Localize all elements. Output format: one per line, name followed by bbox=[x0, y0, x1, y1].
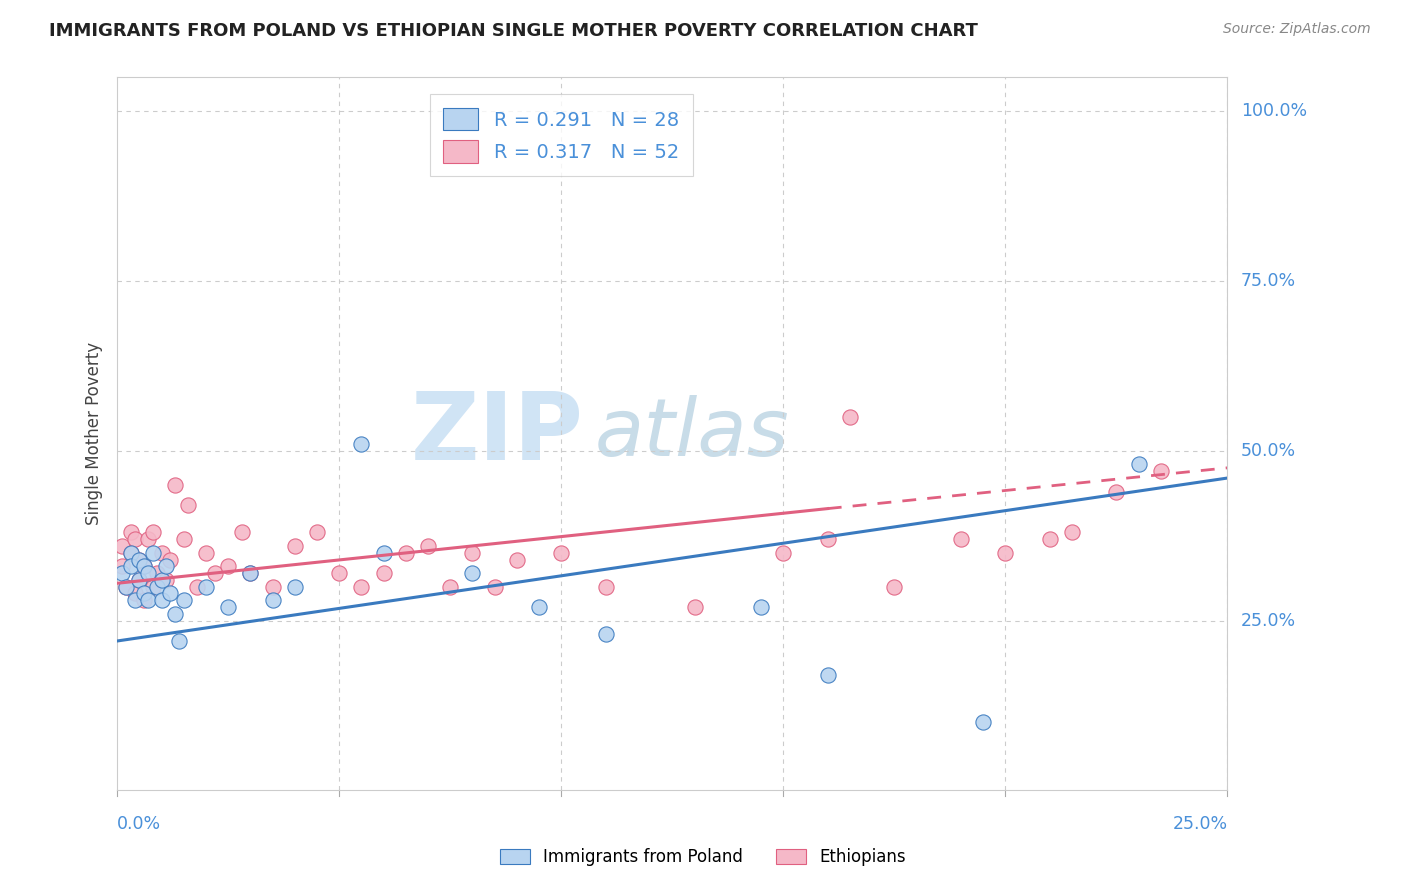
Legend: Immigrants from Poland, Ethiopians: Immigrants from Poland, Ethiopians bbox=[492, 840, 914, 875]
Legend: R = 0.291   N = 28, R = 0.317   N = 52: R = 0.291 N = 28, R = 0.317 N = 52 bbox=[430, 95, 693, 176]
Text: 0.0%: 0.0% bbox=[117, 815, 162, 833]
Point bbox=[159, 586, 181, 600]
Text: 100.0%: 100.0% bbox=[1240, 103, 1308, 120]
Point bbox=[1039, 532, 1062, 546]
Point bbox=[373, 566, 395, 580]
Point bbox=[136, 532, 159, 546]
Point bbox=[146, 566, 169, 580]
Point bbox=[217, 559, 239, 574]
Point bbox=[284, 539, 307, 553]
Point bbox=[142, 546, 165, 560]
Point bbox=[124, 532, 146, 546]
Point bbox=[416, 539, 439, 553]
Point bbox=[1128, 458, 1150, 472]
Point bbox=[373, 546, 395, 560]
Point bbox=[231, 525, 253, 540]
Point bbox=[817, 532, 839, 546]
Point bbox=[1060, 525, 1083, 540]
Point bbox=[136, 593, 159, 607]
Point bbox=[305, 525, 328, 540]
Point bbox=[439, 580, 461, 594]
Point bbox=[683, 600, 706, 615]
Point bbox=[461, 546, 484, 560]
Text: 50.0%: 50.0% bbox=[1240, 442, 1296, 460]
Point bbox=[115, 580, 138, 594]
Point bbox=[128, 552, 150, 566]
Point bbox=[239, 566, 262, 580]
Text: Source: ZipAtlas.com: Source: ZipAtlas.com bbox=[1223, 22, 1371, 37]
Point bbox=[284, 580, 307, 594]
Point bbox=[527, 600, 550, 615]
Text: ZIP: ZIP bbox=[411, 388, 583, 480]
Point bbox=[163, 607, 186, 621]
Point bbox=[173, 593, 195, 607]
Text: 75.0%: 75.0% bbox=[1240, 272, 1296, 290]
Point bbox=[204, 566, 226, 580]
Point bbox=[239, 566, 262, 580]
Point bbox=[159, 552, 181, 566]
Text: 25.0%: 25.0% bbox=[1173, 815, 1227, 833]
Point bbox=[120, 525, 142, 540]
Point bbox=[128, 573, 150, 587]
Text: 25.0%: 25.0% bbox=[1240, 612, 1296, 630]
Point bbox=[994, 546, 1017, 560]
Text: IMMIGRANTS FROM POLAND VS ETHIOPIAN SINGLE MOTHER POVERTY CORRELATION CHART: IMMIGRANTS FROM POLAND VS ETHIOPIAN SING… bbox=[49, 22, 979, 40]
Point bbox=[124, 586, 146, 600]
Point bbox=[839, 409, 862, 424]
Point bbox=[177, 498, 200, 512]
Point bbox=[111, 539, 134, 553]
Point bbox=[749, 600, 772, 615]
Point bbox=[150, 573, 173, 587]
Point bbox=[111, 566, 134, 580]
Point bbox=[132, 559, 155, 574]
Point bbox=[262, 580, 284, 594]
Point bbox=[124, 593, 146, 607]
Point bbox=[350, 437, 373, 451]
Point bbox=[595, 627, 617, 641]
Point bbox=[128, 573, 150, 587]
Point bbox=[120, 546, 142, 560]
Point bbox=[132, 593, 155, 607]
Point bbox=[132, 559, 155, 574]
Point bbox=[150, 546, 173, 560]
Point bbox=[155, 559, 177, 574]
Point bbox=[817, 668, 839, 682]
Point bbox=[120, 559, 142, 574]
Point bbox=[550, 546, 572, 560]
Text: atlas: atlas bbox=[595, 395, 789, 473]
Point bbox=[595, 580, 617, 594]
Y-axis label: Single Mother Poverty: Single Mother Poverty bbox=[86, 343, 103, 525]
Point bbox=[217, 600, 239, 615]
Point bbox=[328, 566, 350, 580]
Point bbox=[146, 580, 169, 594]
Point bbox=[115, 580, 138, 594]
Point bbox=[136, 566, 159, 580]
Point bbox=[169, 634, 191, 648]
Point bbox=[163, 478, 186, 492]
Point bbox=[395, 546, 418, 560]
Point bbox=[173, 532, 195, 546]
Point bbox=[1150, 464, 1173, 478]
Point bbox=[195, 546, 218, 560]
Point bbox=[506, 552, 529, 566]
Point bbox=[195, 580, 218, 594]
Point bbox=[128, 552, 150, 566]
Point bbox=[972, 715, 994, 730]
Point bbox=[132, 586, 155, 600]
Point bbox=[883, 580, 905, 594]
Point bbox=[1105, 484, 1128, 499]
Point bbox=[111, 559, 134, 574]
Point bbox=[186, 580, 208, 594]
Point bbox=[142, 525, 165, 540]
Point bbox=[949, 532, 972, 546]
Point bbox=[150, 593, 173, 607]
Point bbox=[461, 566, 484, 580]
Point bbox=[350, 580, 373, 594]
Point bbox=[155, 573, 177, 587]
Point bbox=[120, 546, 142, 560]
Point bbox=[262, 593, 284, 607]
Point bbox=[772, 546, 794, 560]
Point bbox=[142, 580, 165, 594]
Point bbox=[484, 580, 506, 594]
